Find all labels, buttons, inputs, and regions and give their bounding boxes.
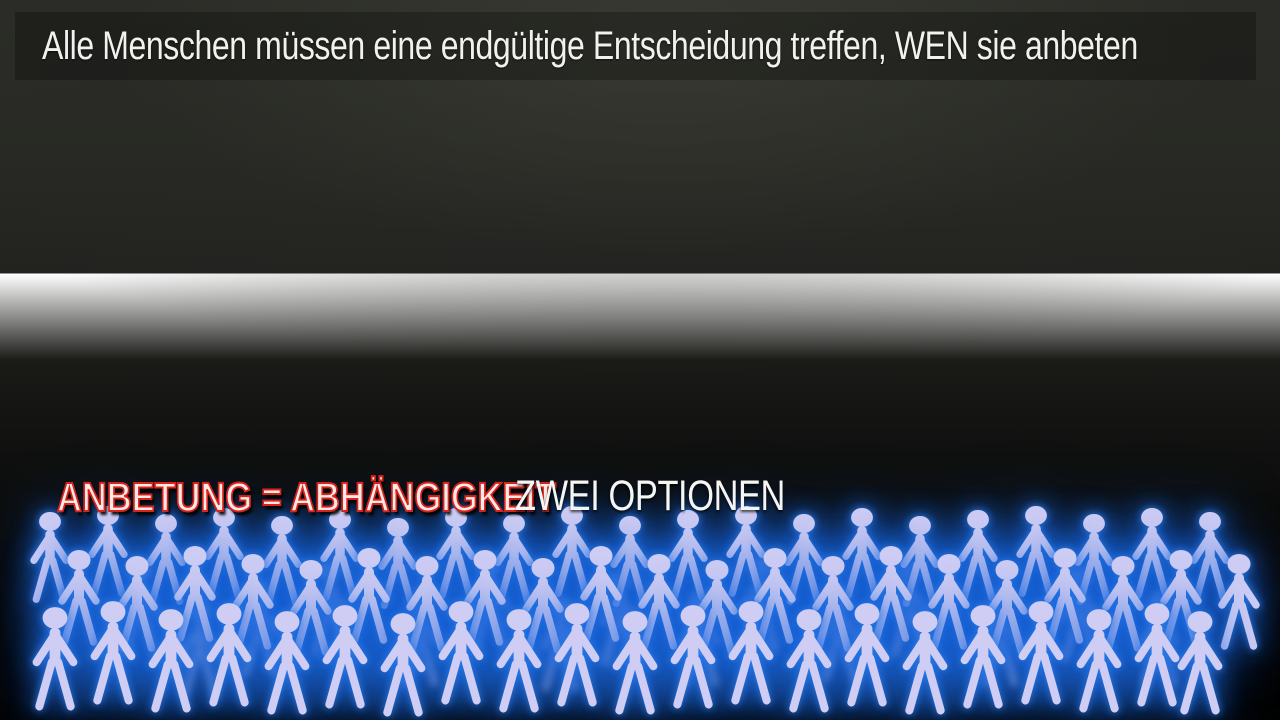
title-bar: Alle Menschen müssen eine endgültige Ent… <box>15 12 1256 80</box>
slide-title: Alle Menschen müssen eine endgültige Ent… <box>42 23 1138 68</box>
subtitle-anbetung-equation: ANBETUNG = ABHÄNGIGKEIT <box>56 473 557 521</box>
subtitle-zwei-optionen: ZWEI OPTIONEN <box>515 472 785 520</box>
